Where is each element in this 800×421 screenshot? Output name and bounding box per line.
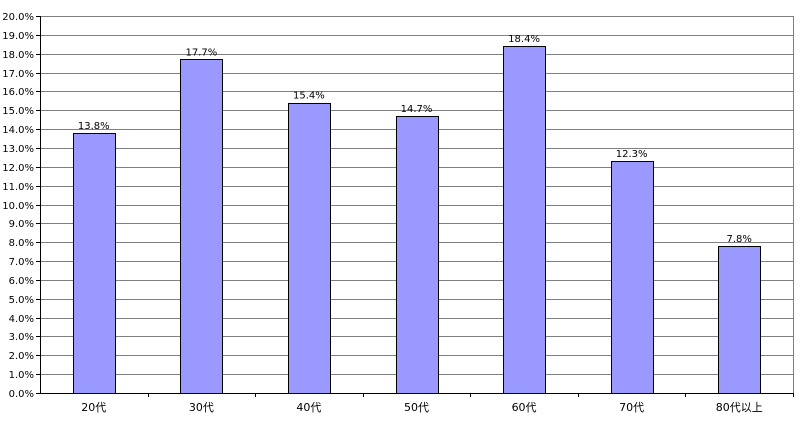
data-label-3: 15.4% <box>293 91 325 102</box>
data-label-2: 17.7% <box>185 47 217 58</box>
bar-5 <box>503 46 546 394</box>
bar-2 <box>180 59 223 394</box>
x-category-label-5: 60代 <box>512 401 537 414</box>
y-tick-label: 1.0% <box>9 370 34 381</box>
y-tick-label: 7.0% <box>9 257 34 268</box>
bar-7 <box>718 246 761 394</box>
bar-3 <box>288 103 331 394</box>
y-tick-label: 3.0% <box>9 332 34 343</box>
y-tick-label: 5.0% <box>9 295 34 306</box>
y-tick-label: 20.0% <box>2 12 34 23</box>
y-tick-label: 11.0% <box>2 182 34 193</box>
y-tick-label: 6.0% <box>9 276 34 287</box>
data-label-7: 7.8% <box>727 234 752 245</box>
x-category-label-6: 70代 <box>619 401 644 414</box>
y-tick-label: 19.0% <box>2 31 34 42</box>
bar-1 <box>73 133 116 394</box>
x-category-label-4: 50代 <box>404 401 429 414</box>
y-tick-label: 13.0% <box>2 144 34 155</box>
data-label-4: 14.7% <box>401 104 433 115</box>
y-tick-label: 8.0% <box>9 238 34 249</box>
y-tick-label: 14.0% <box>2 125 34 136</box>
y-tick-label: 10.0% <box>2 201 34 212</box>
y-tick-label: 15.0% <box>2 106 34 117</box>
y-tick-label: 9.0% <box>9 219 34 230</box>
y-tick-label: 4.0% <box>9 314 34 325</box>
bar-4 <box>396 116 439 394</box>
y-tick-label: 2.0% <box>9 351 34 362</box>
y-tick-label: 17.0% <box>2 69 34 80</box>
y-tick-label: 12.0% <box>2 163 34 174</box>
axes <box>36 16 794 397</box>
y-tick-label: 18.0% <box>2 50 34 61</box>
x-category-label-3: 40代 <box>296 401 321 414</box>
data-label-5: 18.4% <box>508 34 540 45</box>
x-category-label-7: 80代以上 <box>716 401 763 414</box>
data-label-1: 13.8% <box>78 121 110 132</box>
bars <box>73 46 761 394</box>
y-tick-label: 16.0% <box>2 87 34 98</box>
y-tick-label: 0.0% <box>9 389 34 400</box>
bar-6 <box>611 161 654 394</box>
data-label-6: 12.3% <box>616 149 648 160</box>
x-category-label-1: 20代 <box>81 401 106 414</box>
labels: 0.0% 1.0% 2.0% 3.0% 4.0% 5.0% 6.0% 7.0% 8.0% 9.0%… <box>2 12 762 414</box>
x-category-label-2: 30代 <box>189 401 214 414</box>
